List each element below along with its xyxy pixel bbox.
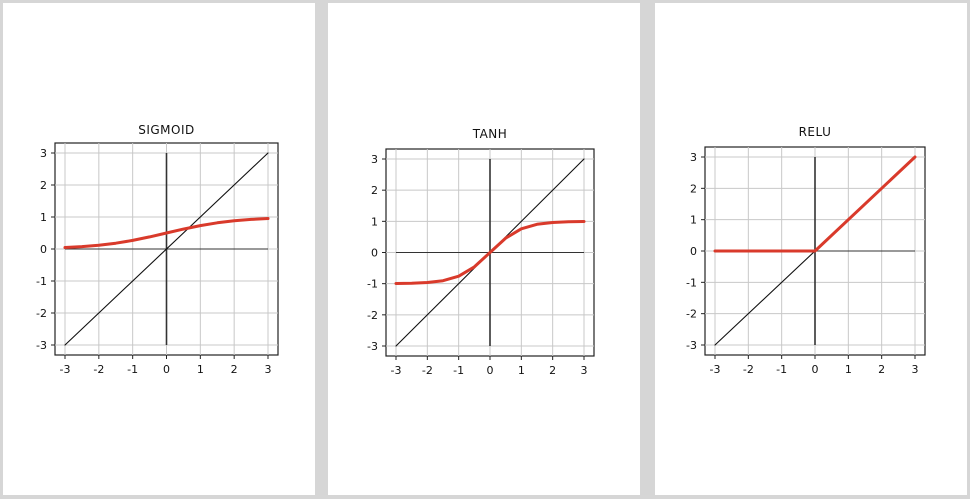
x-tick-label: -1	[776, 363, 787, 376]
y-tick-label: 0	[690, 245, 697, 258]
activation-curve	[63, 217, 270, 249]
relu-chart: -3 -2 -1 0 1 2 3 3 2 1 0 -1 -2 -3 RELU	[686, 125, 926, 376]
y-tick-label: -3	[36, 339, 47, 352]
x-tick-label: 1	[197, 363, 204, 376]
y-tick-label: 3	[40, 147, 47, 160]
y-tick-label: -1	[686, 276, 697, 289]
activation-curve	[713, 155, 917, 253]
identity-line	[64, 152, 269, 346]
y-tick-label: -3	[686, 339, 697, 352]
y-tick-label: 3	[690, 151, 697, 164]
y-tick-label: -1	[36, 275, 47, 288]
y-tick-label: 0	[371, 247, 378, 260]
x-tick-label: 3	[581, 364, 588, 377]
y-tick-label: 1	[690, 214, 697, 227]
chart-panel-tanh: -3 -2 -1 0 1 2 3 3 2 1 0 -1 -2 -3 TANH	[328, 3, 640, 495]
chart-title: SIGMOID	[138, 123, 195, 137]
x-tick-label: -1	[453, 364, 464, 377]
y-tick-label: 2	[690, 182, 697, 195]
chart-panel-relu: -3 -2 -1 0 1 2 3 3 2 1 0 -1 -2 -3 RELU	[655, 3, 967, 495]
x-tick-label: 0	[812, 363, 819, 376]
x-tick-label: -3	[710, 363, 721, 376]
y-tick-label: 1	[40, 211, 47, 224]
x-tick-label: 3	[912, 363, 919, 376]
x-tick-label: 3	[265, 363, 272, 376]
y-tick-label: -2	[686, 308, 697, 321]
x-tick-label: -2	[422, 364, 433, 377]
x-tick-label: -2	[743, 363, 754, 376]
chart-title: RELU	[799, 125, 832, 139]
y-tick-label: 2	[371, 184, 378, 197]
x-tick-label: 1	[845, 363, 852, 376]
x-tick-label: -3	[391, 364, 402, 377]
x-tick-label: -1	[127, 363, 138, 376]
x-tick-label: -3	[60, 363, 71, 376]
y-tick-label: -3	[367, 340, 378, 353]
x-tick-label: -2	[93, 363, 104, 376]
x-tick-label: 0	[163, 363, 170, 376]
sigmoid-chart: -3 -2 -1 0 1 2 3 3 2 1 0 -1 -2 -3 SIGMOID	[36, 123, 279, 376]
x-tick-label: 2	[231, 363, 238, 376]
y-tick-label: 1	[371, 215, 378, 228]
x-tick-label: 2	[549, 364, 556, 377]
chart-panel-sigmoid: -3 -2 -1 0 1 2 3 3 2 1 0 -1 -2 -3 SIGMOID	[3, 3, 315, 495]
activation-curve	[394, 220, 586, 285]
chart-title: TANH	[472, 127, 508, 141]
y-tick-label: -2	[36, 307, 47, 320]
x-tick-label: 2	[878, 363, 885, 376]
y-tick-label: 0	[40, 243, 47, 256]
x-tick-label: 0	[487, 364, 494, 377]
x-tick-label: 1	[518, 364, 525, 377]
y-tick-label: 2	[40, 179, 47, 192]
y-tick-label: 3	[371, 153, 378, 166]
tanh-chart: -3 -2 -1 0 1 2 3 3 2 1 0 -1 -2 -3 TANH	[367, 127, 595, 377]
y-tick-label: -1	[367, 278, 378, 291]
y-tick-label: -2	[367, 309, 378, 322]
